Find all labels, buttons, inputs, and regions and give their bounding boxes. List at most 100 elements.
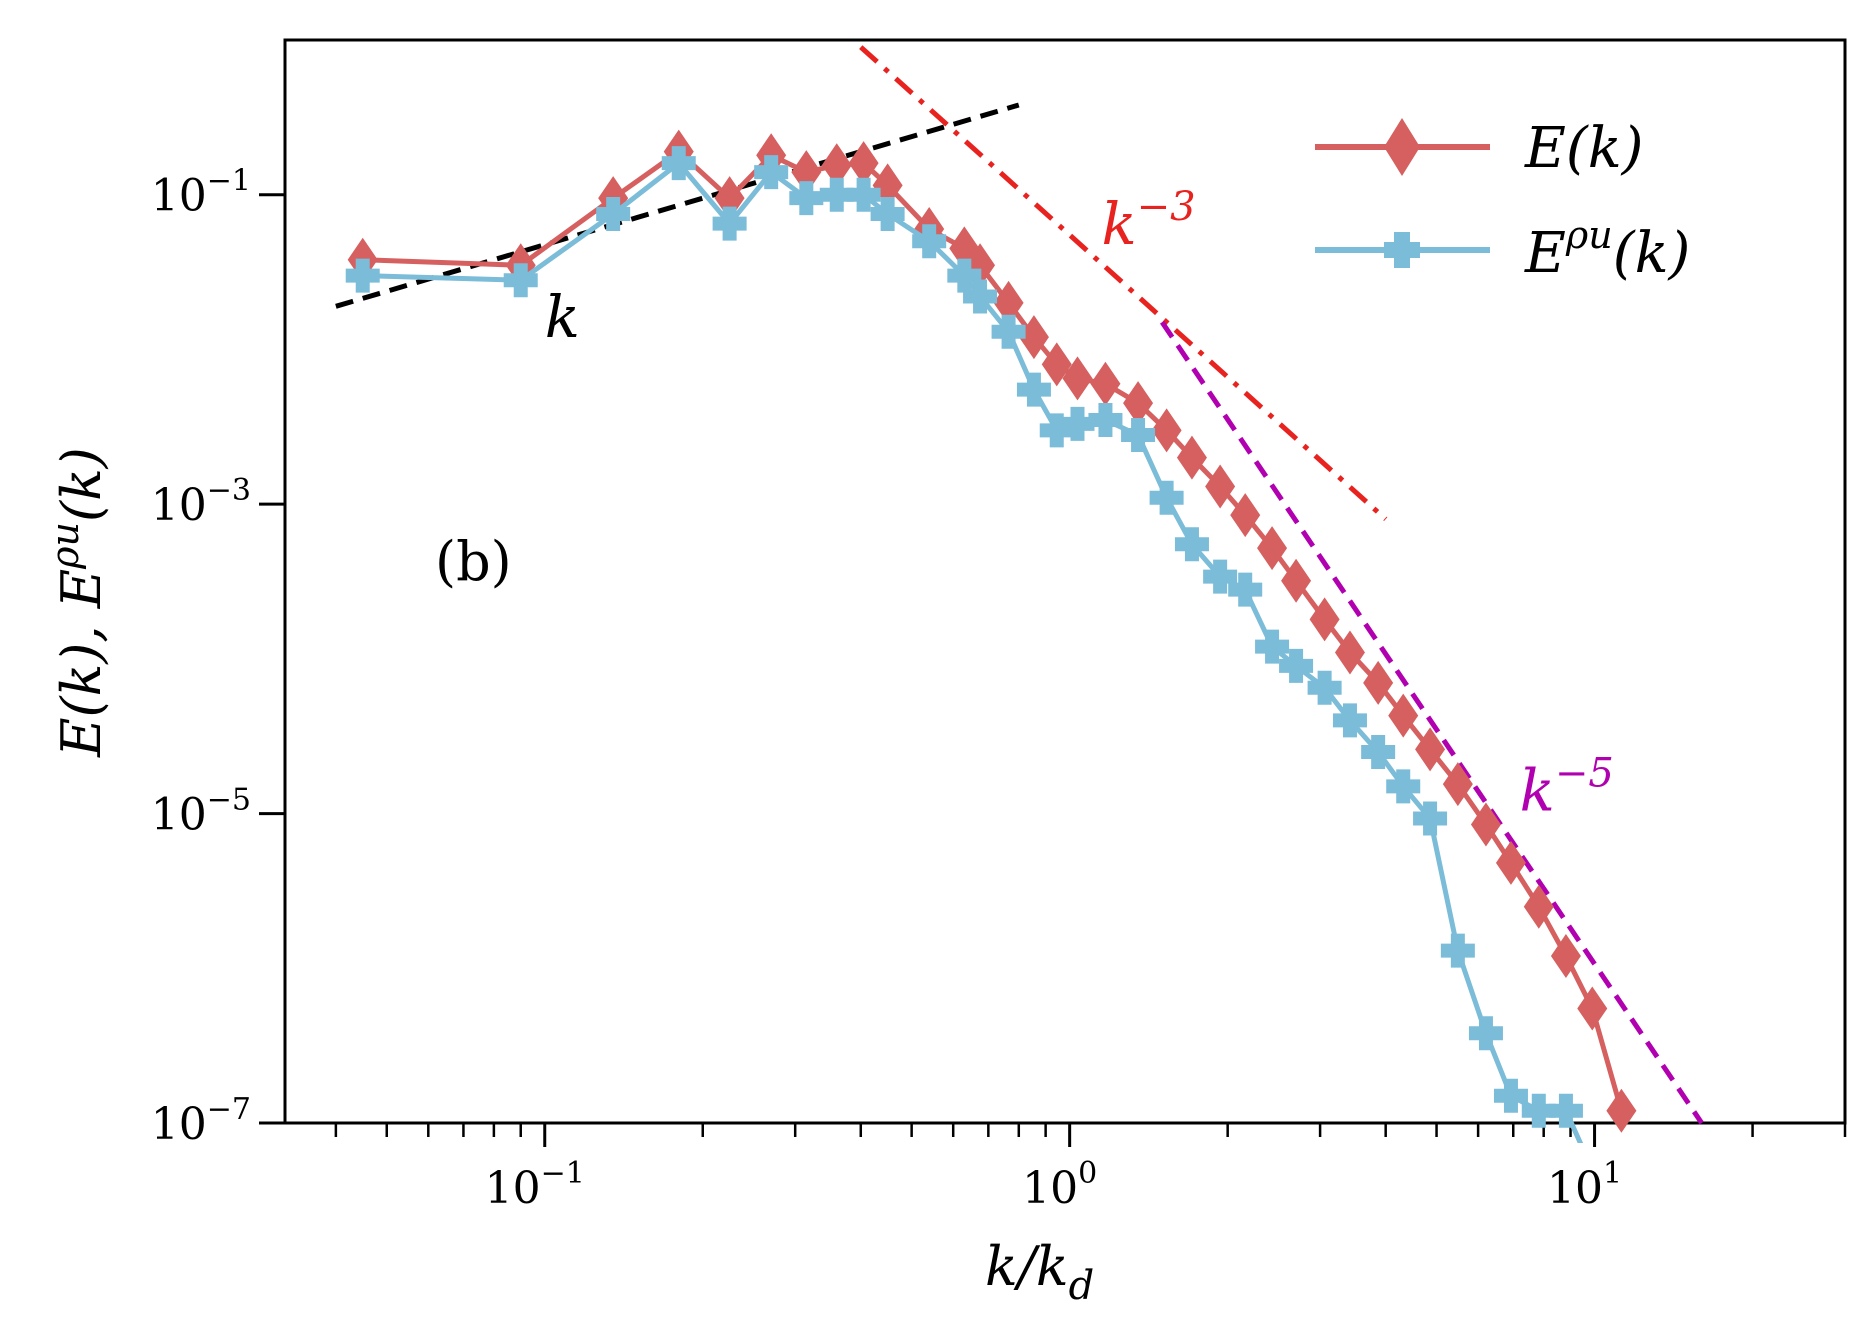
data-point-E	[1606, 1088, 1637, 1133]
reference-line-label-base: k	[1520, 756, 1555, 824]
data-point-Erhou	[789, 181, 824, 216]
x-axis: 10−1 100 101	[485, 1123, 1622, 1214]
data-point-E	[1281, 558, 1312, 603]
x-tick-label-base: 10	[485, 1163, 541, 1214]
y-tick-label: 10−1	[151, 164, 251, 222]
data-point-Erhou	[991, 314, 1026, 349]
data-point-E	[1230, 493, 1261, 538]
reference-line-label-base: k	[545, 283, 580, 351]
legend-label-Erhou-main: E	[1524, 221, 1566, 286]
data-point-E	[848, 141, 879, 186]
data-point-Erhou	[1386, 769, 1421, 804]
data-point-E	[1205, 464, 1236, 509]
legend-label-E: E(k)	[1524, 116, 1644, 181]
data-point-Erhou	[1548, 1093, 1583, 1128]
data-point-Erhou	[1060, 406, 1095, 441]
data-point-Erhou	[1121, 417, 1156, 452]
x-tick-label: 10−1	[485, 1156, 585, 1214]
data-point-Erhou	[1440, 933, 1475, 968]
x-tick-label: 100	[1022, 1156, 1097, 1214]
y-axis-label-a: E(k), E	[50, 569, 113, 758]
data-point-Erhou	[1016, 372, 1051, 407]
data-point-Erhou	[846, 177, 881, 212]
data-point-Erhou	[1468, 1016, 1503, 1051]
y-axis-label: E(k), Eρu(k)	[43, 447, 113, 758]
data-point-Erhou	[1203, 559, 1238, 594]
legend-marker-E	[1384, 118, 1420, 176]
y-tick-label-exp: −7	[207, 1092, 251, 1127]
data-point-E	[1041, 342, 1072, 387]
reference-line	[335, 102, 1020, 309]
data-point-E	[1388, 693, 1419, 738]
data-point-E	[1442, 762, 1473, 807]
reference-line-label: k	[545, 283, 580, 351]
data-point-E	[714, 176, 745, 221]
data-point-E	[821, 143, 852, 188]
y-tick-label-exp: −5	[207, 783, 251, 818]
x-tick-label-base: 10	[1547, 1163, 1603, 1214]
data-point-Erhou	[1039, 413, 1074, 448]
x-tick-label: 101	[1547, 1156, 1622, 1214]
data-point-Erhou	[870, 197, 905, 232]
reference-line	[1160, 320, 1704, 1125]
data-point-E	[1470, 802, 1501, 847]
data-point-E	[1257, 526, 1288, 571]
y-tick-label: 10−7	[151, 1092, 251, 1150]
series-layer	[345, 129, 1637, 1143]
reference-line-label: k−3	[1102, 184, 1196, 258]
data-point-E	[791, 150, 822, 195]
data-point-Erhou	[1307, 670, 1342, 705]
data-point-Erhou	[1361, 735, 1396, 770]
data-point-Erhou	[1228, 572, 1263, 607]
y-tick-label-base: 10	[151, 790, 207, 841]
data-point-Erhou	[345, 258, 380, 293]
data-point-E	[1550, 934, 1581, 979]
data-point-Erhou	[947, 258, 982, 293]
data-point-Erhou	[912, 224, 947, 259]
legend-label-Erhou-tail: (k)	[1613, 221, 1691, 286]
panel-label: (b)	[435, 530, 512, 593]
data-point-Erhou	[1279, 648, 1314, 683]
y-tick-label-exp: −3	[207, 473, 251, 508]
plot-frame	[283, 38, 1847, 1125]
y-tick-label-base: 10	[151, 480, 207, 531]
reference-line-label-base: k	[1102, 190, 1137, 258]
data-point-E	[1062, 356, 1093, 401]
y-tick-label-base: 10	[151, 171, 207, 222]
legend-marker-Erhou	[1384, 232, 1420, 268]
reference-lines: kk−3k−5	[335, 45, 1704, 1125]
data-point-E	[1495, 840, 1526, 885]
legend: E(k) Eρu(k)	[1315, 116, 1690, 286]
data-point-E	[1018, 315, 1049, 360]
data-point-Erhou	[503, 263, 538, 298]
data-point-Erhou	[963, 279, 998, 314]
data-point-Erhou	[1149, 480, 1184, 515]
y-axis-label-b: (k)	[50, 447, 113, 522]
legend-label-Erhou-sup: ρu	[1565, 213, 1613, 257]
y-tick-label-exp: −1	[207, 164, 251, 199]
data-point-E	[1309, 597, 1340, 642]
minor-ticks	[334, 1123, 1847, 1137]
data-point-Erhou	[1521, 1093, 1556, 1128]
reference-line-label-exp: −5	[1555, 750, 1614, 796]
data-point-E	[1577, 986, 1608, 1031]
data-point-E	[949, 226, 980, 271]
data-point-E	[993, 280, 1024, 325]
data-point-E	[1151, 408, 1182, 453]
data-point-Erhou	[754, 155, 789, 190]
data-point-Erhou	[1174, 527, 1209, 562]
data-point-Erhou	[596, 197, 631, 232]
data-point-Erhou	[1088, 402, 1123, 437]
data-point-E	[1090, 361, 1121, 406]
data-point-Erhou	[819, 177, 854, 212]
legend-label-Erhou: Eρu(k)	[1524, 213, 1690, 286]
reference-line-label: k−5	[1520, 750, 1614, 824]
data-point-Erhou	[1332, 703, 1367, 738]
data-point-E	[1123, 381, 1154, 426]
y-tick-label-base: 10	[151, 1099, 207, 1150]
data-point-Erhou	[1255, 629, 1290, 664]
y-axis: 10−710−510−310−1	[151, 164, 285, 1150]
reference-line-label-exp: −3	[1137, 184, 1196, 230]
